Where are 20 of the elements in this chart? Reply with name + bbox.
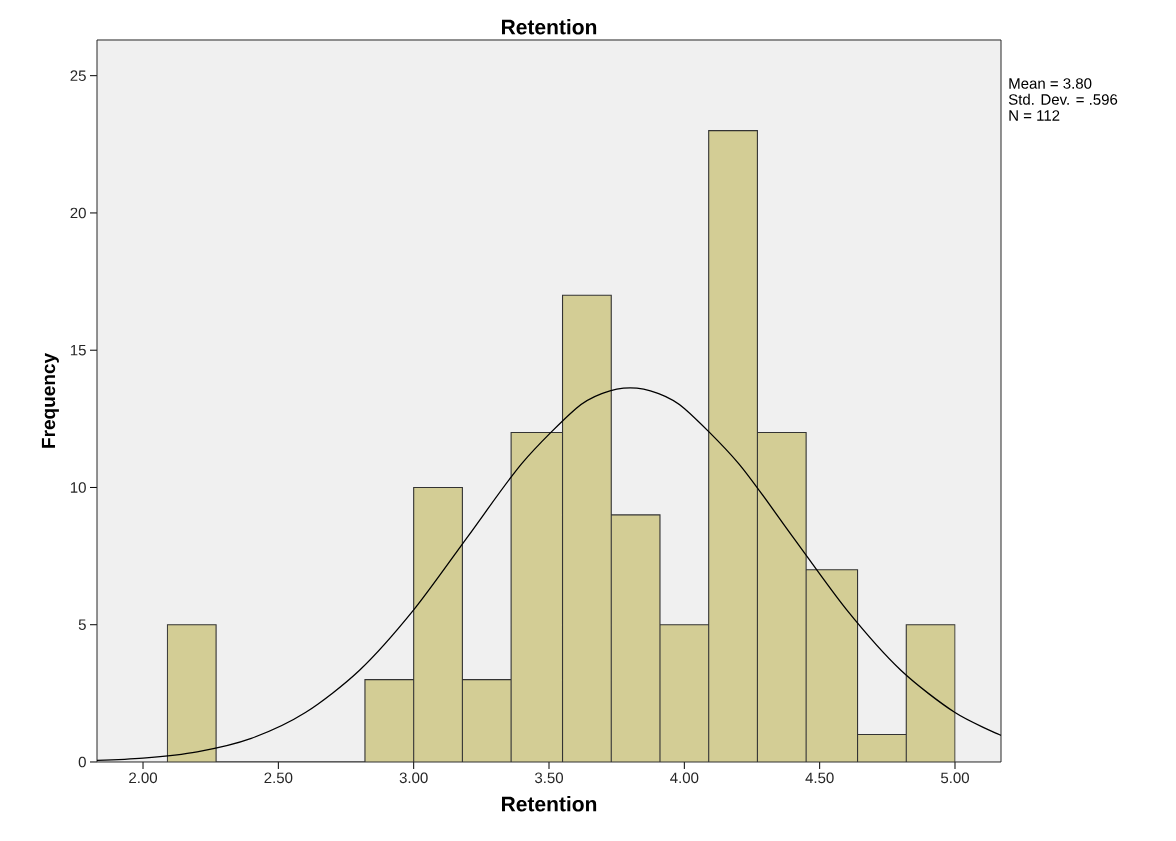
text: Std. Dev. = .596: [1008, 93, 1118, 105]
x-tick-label: 2.00: [129, 772, 158, 784]
x-tick-label: 2.50: [264, 772, 293, 784]
line-series: [97, 387, 1001, 761]
chart-title: Retention: [502, 19, 597, 35]
x-tick-label: 3.50: [534, 772, 564, 784]
y-axis-title: Frequency: [41, 353, 59, 448]
y-tick-label: 25: [70, 70, 86, 81]
y-tick-label: 5: [78, 619, 86, 630]
y-tick-label: 10: [70, 482, 86, 493]
text: N = 112: [1009, 110, 1060, 121]
text: Mean = 3.80: [1009, 78, 1092, 89]
y-tick-label: 15: [70, 344, 86, 356]
y-tick-label: 0: [78, 756, 86, 768]
y-tick-label: 20: [70, 207, 86, 219]
x-tick-label: 3.00: [399, 772, 428, 784]
x-tick-label: 4.50: [805, 772, 834, 784]
x-tick-label: 4.00: [670, 772, 699, 784]
x-axis-title: Retention: [502, 796, 597, 812]
x-tick-label: 5.00: [940, 772, 969, 784]
